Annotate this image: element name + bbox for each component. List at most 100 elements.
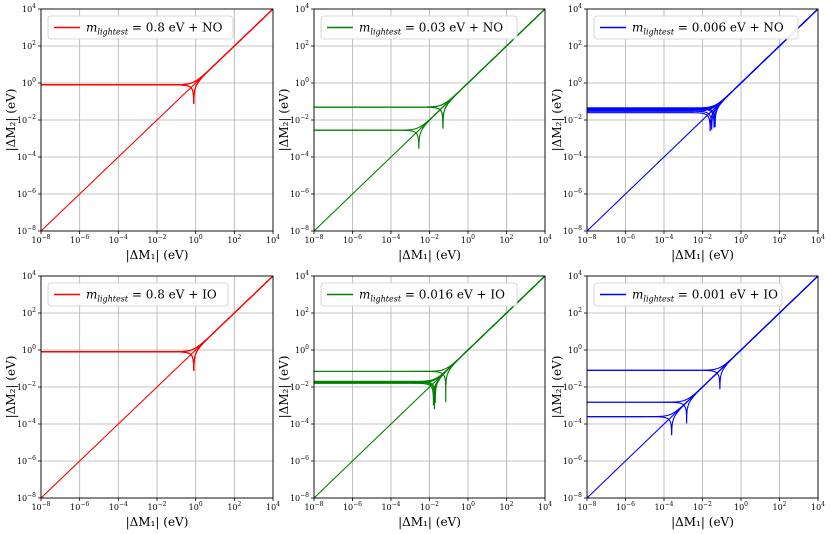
- tick-base: 10: [31, 503, 41, 512]
- x-tick-label: 10−8: [304, 234, 323, 245]
- tick-exponent: 2: [510, 501, 514, 508]
- tick-exponent: −4: [573, 151, 582, 158]
- tick-base: 10: [538, 236, 548, 245]
- legend-label: mlightest = 0.006 eV + NO: [632, 21, 784, 37]
- tick-base: 10: [381, 503, 391, 512]
- y-axis-label: |ΔM₂| (eV): [550, 356, 564, 419]
- panel-6: 10−810−810−610−610−410−410−210−210010010…: [550, 270, 825, 529]
- legend-label: mlightest = 0.03 eV + NO: [359, 21, 503, 37]
- tick-base: 10: [17, 116, 27, 125]
- tick-base: 10: [31, 236, 41, 245]
- tick-exponent: 2: [783, 234, 787, 241]
- tick-base: 10: [563, 153, 573, 162]
- legend: mlightest = 0.016 eV + IO: [320, 282, 518, 307]
- y-tick-label: 10−4: [290, 151, 309, 162]
- tick-exponent: 4: [305, 3, 309, 10]
- tick-base: 10: [290, 457, 300, 466]
- tick-exponent: −4: [665, 234, 674, 241]
- x-tick-label: 100: [461, 501, 475, 512]
- x-tick-label: 10−2: [420, 501, 439, 512]
- y-axis-label: |ΔM₂| (eV): [277, 356, 291, 419]
- y-tick-label: 102: [568, 40, 582, 51]
- tick-exponent: −2: [158, 234, 167, 241]
- tick-base: 10: [461, 236, 471, 245]
- tick-base: 10: [563, 227, 573, 236]
- tick-base: 10: [22, 5, 32, 14]
- y-tick-label: 10−4: [563, 151, 582, 162]
- y-tick-label: 10−8: [17, 225, 36, 236]
- x-axis-label: |ΔM₁| (eV): [398, 515, 461, 529]
- tick-base: 10: [295, 79, 305, 88]
- y-tick-label: 10−2: [563, 381, 582, 392]
- tick-base: 10: [227, 503, 237, 512]
- tick-base: 10: [577, 503, 587, 512]
- legend-box: [47, 282, 229, 307]
- tick-exponent: −2: [27, 381, 36, 388]
- tick-exponent: −6: [300, 188, 309, 195]
- tick-exponent: 4: [276, 501, 280, 508]
- y-tick-label: 10−2: [290, 114, 309, 125]
- tick-base: 10: [189, 503, 199, 512]
- x-tick-label: 10−4: [381, 501, 400, 512]
- tick-base: 10: [577, 236, 587, 245]
- tick-base: 10: [17, 190, 27, 199]
- tick-base: 10: [22, 272, 32, 281]
- y-tick-label: 10−4: [290, 418, 309, 429]
- curves: [314, 276, 545, 498]
- legend-box: [593, 282, 783, 307]
- legend-box: [593, 15, 799, 40]
- tick-exponent: −2: [300, 381, 309, 388]
- tick-exponent: 0: [32, 77, 36, 84]
- tick-base: 10: [70, 236, 80, 245]
- legend-subscript: lightest: [97, 28, 128, 37]
- tick-exponent: −8: [588, 501, 597, 508]
- x-tick-label: 102: [772, 234, 786, 245]
- y-tick-label: 104: [568, 270, 582, 281]
- tick-exponent: −8: [588, 234, 597, 241]
- tick-base: 10: [266, 503, 276, 512]
- x-tick-label: 10−2: [147, 501, 166, 512]
- tick-base: 10: [654, 236, 664, 245]
- tick-exponent: −8: [27, 225, 36, 232]
- x-tick-label: 104: [811, 234, 825, 245]
- legend-label: mlightest = 0.8 eV + NO: [86, 21, 223, 37]
- tick-exponent: −8: [315, 501, 324, 508]
- y-tick-label: 100: [295, 77, 309, 88]
- tick-exponent: 0: [199, 234, 203, 241]
- tick-base: 10: [266, 236, 276, 245]
- y-axis-label: |ΔM₂| (eV): [4, 356, 18, 419]
- tick-exponent: −2: [430, 501, 439, 508]
- tick-exponent: 4: [32, 270, 36, 277]
- tick-exponent: −8: [300, 225, 309, 232]
- legend-symbol: m: [86, 21, 97, 35]
- tick-base: 10: [381, 236, 391, 245]
- y-tick-label: 10−6: [563, 188, 582, 199]
- tick-exponent: −8: [27, 492, 36, 499]
- legend-subscript: lightest: [370, 295, 401, 304]
- tick-exponent: 4: [578, 3, 582, 10]
- tick-base: 10: [616, 503, 626, 512]
- tick-exponent: 2: [578, 40, 582, 47]
- x-tick-label: 100: [189, 501, 203, 512]
- x-tick-label: 10−4: [109, 501, 128, 512]
- y-tick-label: 10−6: [290, 188, 309, 199]
- y-tick-label: 10−2: [290, 381, 309, 392]
- tick-exponent: 2: [305, 307, 309, 314]
- y-axis-label: |ΔM₂| (eV): [4, 89, 18, 152]
- y-tick-label: 104: [22, 3, 36, 14]
- tick-exponent: 4: [276, 234, 280, 241]
- tick-exponent: 0: [32, 344, 36, 351]
- tick-base: 10: [109, 236, 119, 245]
- x-tick-label: 100: [734, 234, 748, 245]
- y-tick-label: 10−2: [563, 114, 582, 125]
- legend: mlightest = 0.006 eV + NO: [593, 15, 799, 40]
- tick-base: 10: [290, 116, 300, 125]
- panel-4: 10−810−810−610−610−410−410−210−210010010…: [4, 270, 280, 529]
- y-tick-label: 10−8: [563, 225, 582, 236]
- x-tick-label: 10−6: [616, 234, 635, 245]
- tick-base: 10: [499, 503, 509, 512]
- tick-exponent: −2: [703, 501, 712, 508]
- tick-base: 10: [420, 503, 430, 512]
- tick-exponent: −6: [353, 234, 362, 241]
- tick-exponent: 0: [471, 501, 475, 508]
